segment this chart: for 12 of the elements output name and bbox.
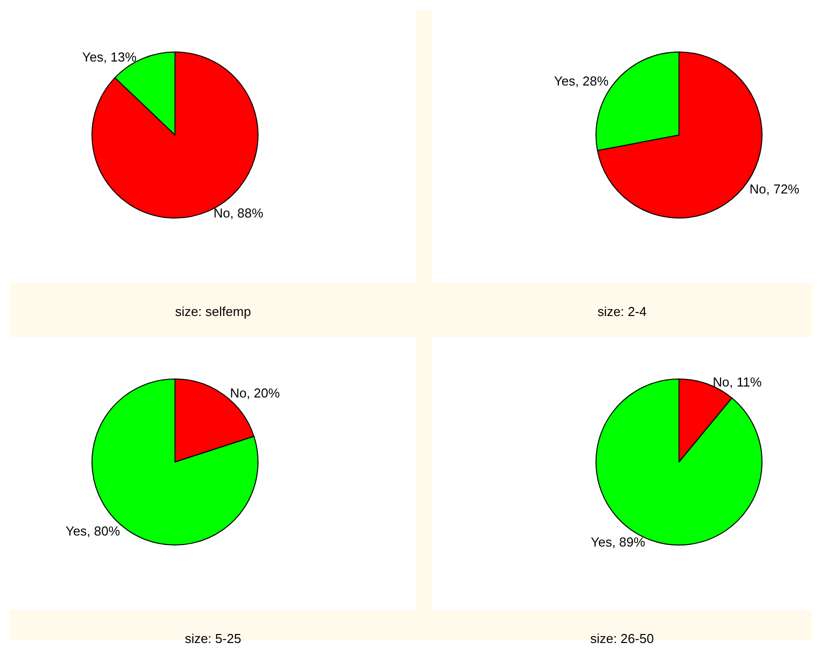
slice-label: No, 72% bbox=[749, 182, 800, 197]
text: size: 26-50 bbox=[590, 631, 654, 646]
slice-label: No, 20% bbox=[230, 386, 280, 401]
text: size: 2-4 bbox=[597, 304, 647, 319]
text: size: 5-25 bbox=[184, 631, 242, 646]
slice-label: No, 11% bbox=[712, 374, 762, 390]
text: size: selfemp bbox=[175, 304, 251, 319]
slice-label: Yes, 13% bbox=[82, 49, 137, 64]
slice-label: Yes, 89% bbox=[590, 534, 646, 550]
slice-label: No, 88% bbox=[213, 206, 264, 221]
slice-label: Yes, 28% bbox=[554, 73, 609, 88]
slice-label: Yes, 80% bbox=[66, 523, 120, 538]
